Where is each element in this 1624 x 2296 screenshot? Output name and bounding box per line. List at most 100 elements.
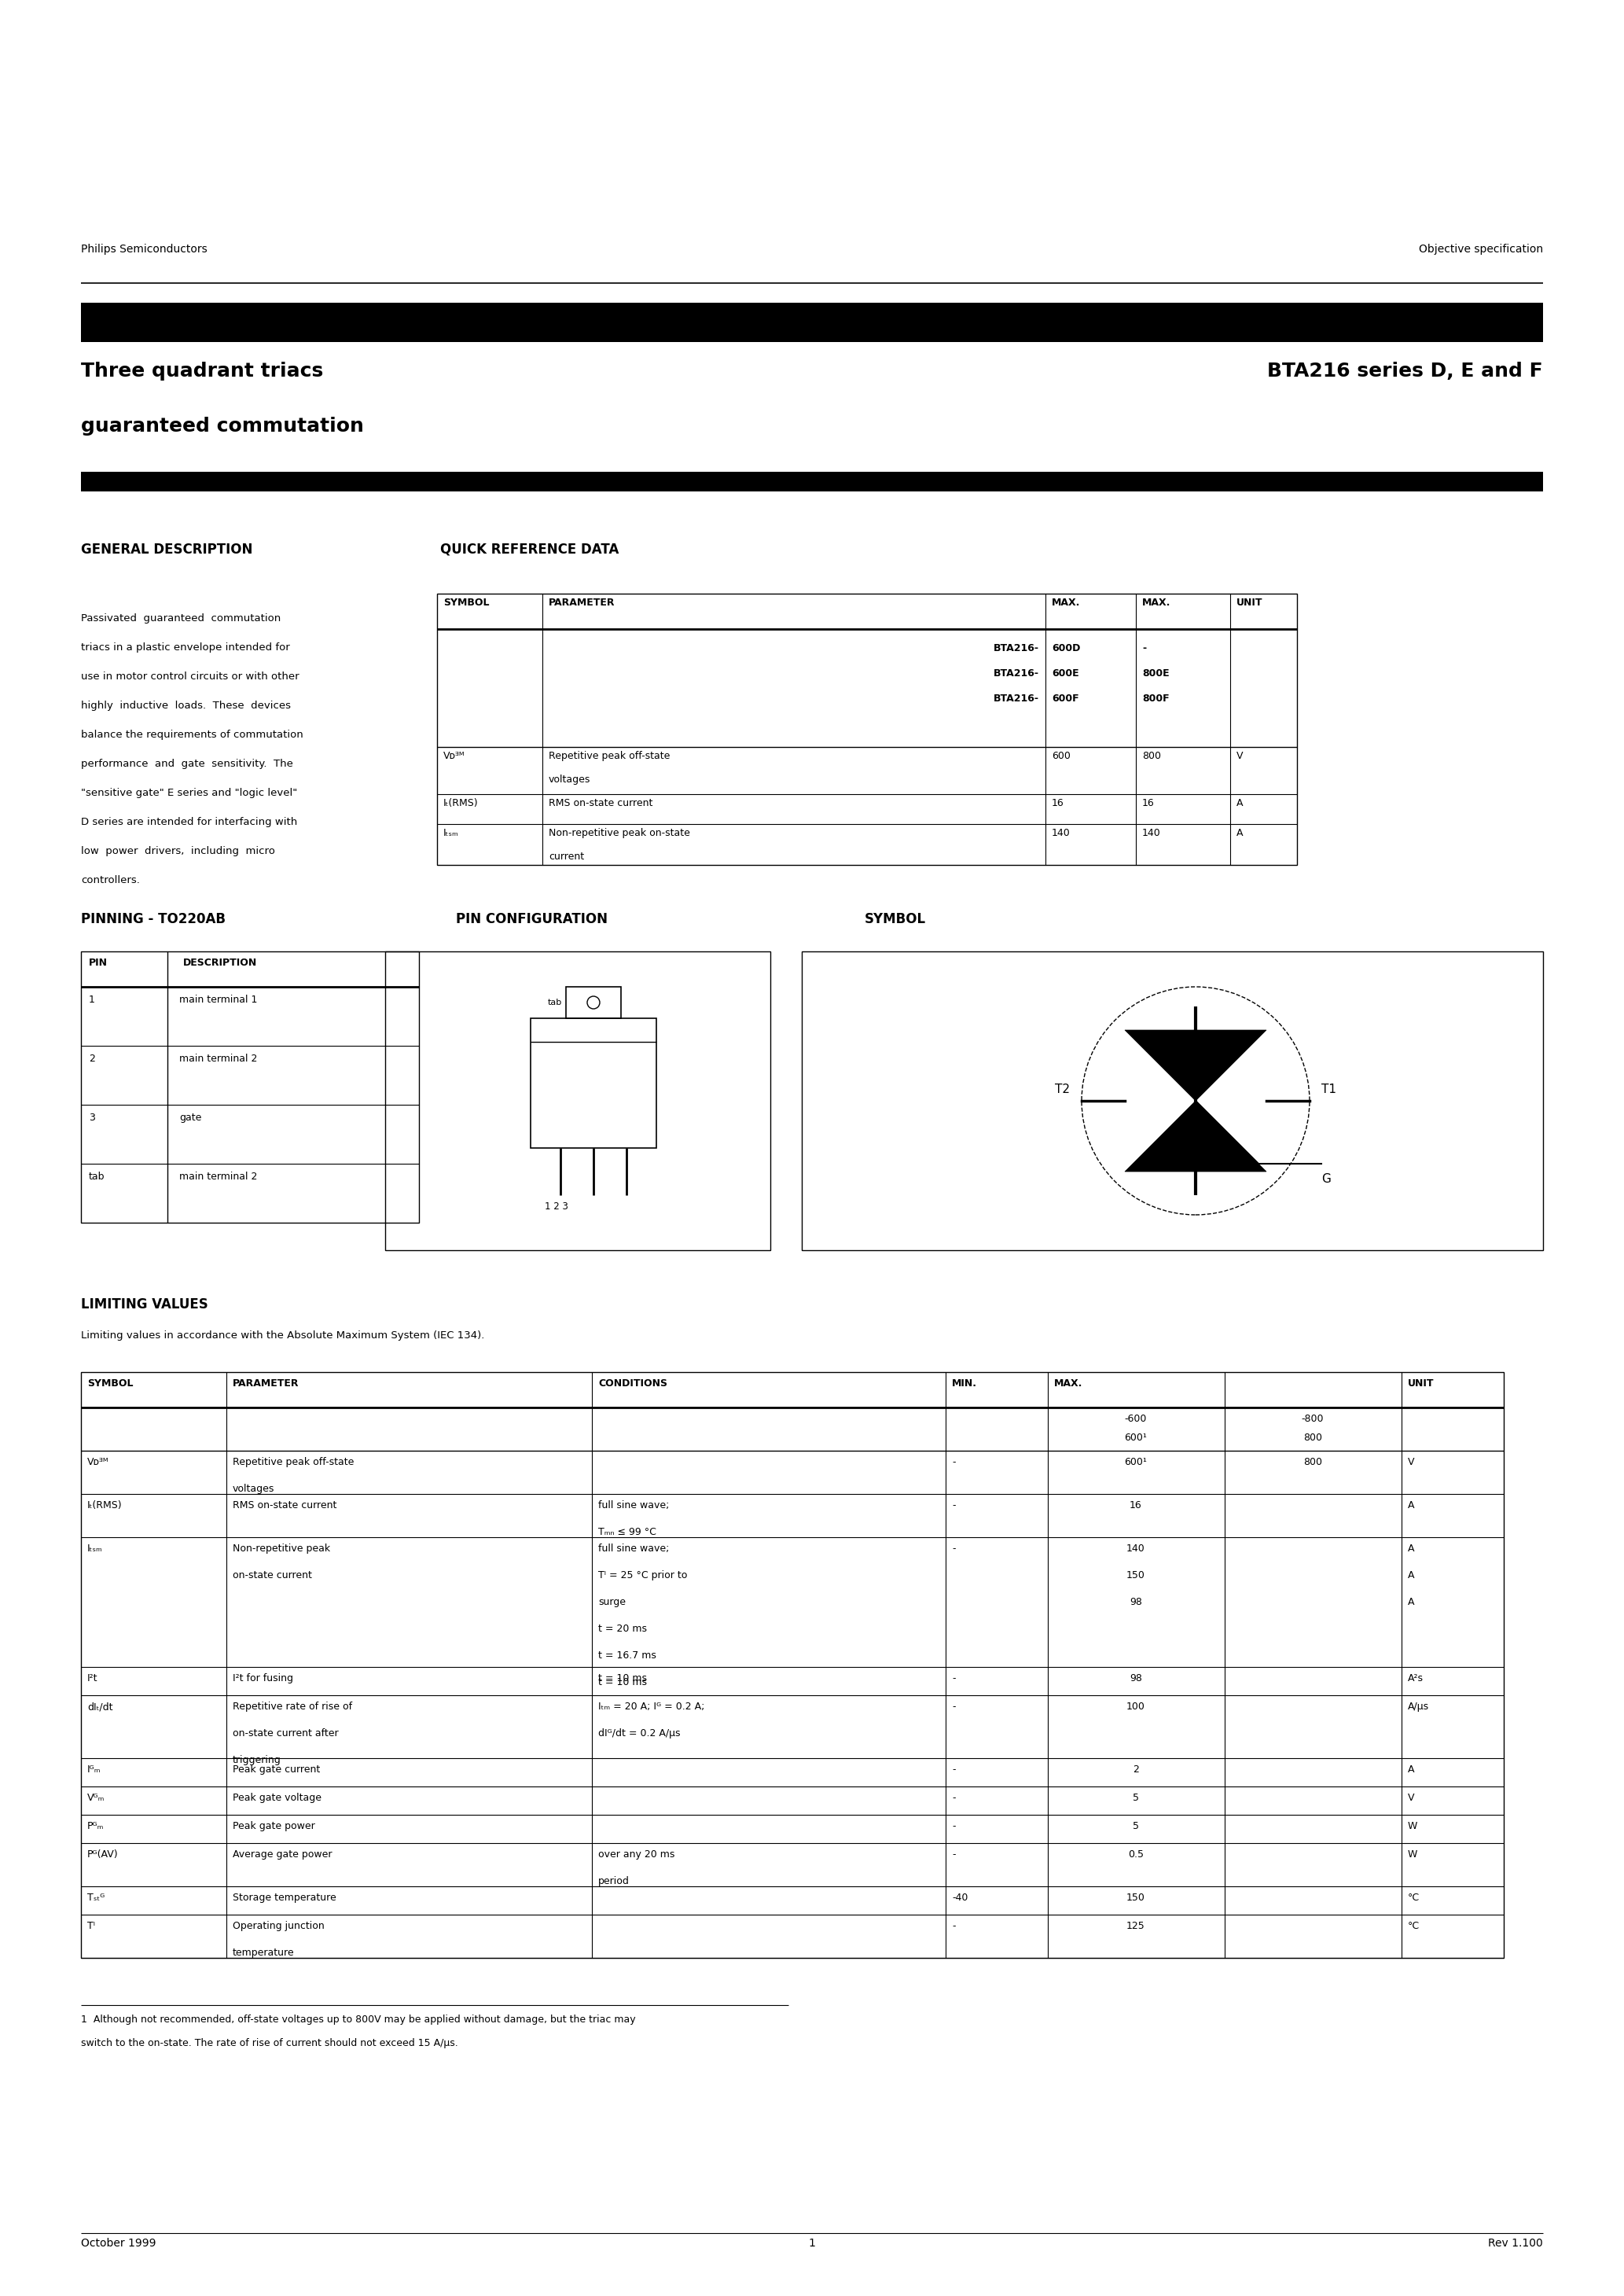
Text: Iₜ(RMS): Iₜ(RMS) (88, 1499, 122, 1511)
Text: 1 2 3: 1 2 3 (544, 1201, 568, 1212)
Text: -: - (952, 1793, 955, 1802)
Text: 5: 5 (1132, 1793, 1138, 1802)
Text: 600F: 600F (1052, 693, 1078, 705)
Text: guaranteed commutation: guaranteed commutation (81, 418, 364, 436)
Text: full sine wave;: full sine wave; (598, 1543, 669, 1554)
Text: MAX.: MAX. (1142, 597, 1171, 608)
Text: Average gate power: Average gate power (232, 1848, 333, 1860)
Text: "sensitive gate" E series and "logic level": "sensitive gate" E series and "logic lev… (81, 788, 297, 799)
Text: surge: surge (598, 1598, 625, 1607)
Text: UNIT: UNIT (1236, 597, 1263, 608)
Text: 1: 1 (89, 994, 96, 1006)
Text: PARAMETER: PARAMETER (232, 1378, 299, 1389)
Text: -: - (1142, 643, 1147, 654)
Text: Storage temperature: Storage temperature (232, 1892, 336, 1903)
Text: 2: 2 (89, 1054, 96, 1063)
Text: PIN: PIN (89, 957, 107, 969)
Text: V: V (1408, 1793, 1415, 1802)
Text: Iₜₘ = 20 A; Iᴳ = 0.2 A;: Iₜₘ = 20 A; Iᴳ = 0.2 A; (598, 1701, 705, 1713)
Text: RMS on-state current: RMS on-state current (549, 799, 653, 808)
Text: 800E: 800E (1142, 668, 1169, 680)
Text: A: A (1408, 1570, 1415, 1580)
Text: gate: gate (179, 1114, 201, 1123)
Text: 800: 800 (1304, 1433, 1322, 1442)
Text: 600¹: 600¹ (1124, 1433, 1147, 1442)
Text: Iₜₛₘ: Iₜₛₘ (88, 1543, 102, 1554)
Text: W: W (1408, 1848, 1418, 1860)
Text: Iₜₛₘ: Iₜₛₘ (443, 829, 460, 838)
Text: 140: 140 (1052, 829, 1070, 838)
Text: 800F: 800F (1142, 693, 1169, 705)
Text: t = 10 ms: t = 10 ms (598, 1676, 646, 1688)
Text: T2: T2 (1056, 1084, 1070, 1095)
Polygon shape (1125, 1100, 1267, 1171)
Text: controllers.: controllers. (81, 875, 140, 886)
Text: -: - (952, 1922, 955, 1931)
Text: A: A (1408, 1543, 1415, 1554)
Text: MAX.: MAX. (1052, 597, 1080, 608)
Text: Iᴳₘ: Iᴳₘ (88, 1763, 101, 1775)
Text: -: - (952, 1701, 955, 1713)
Text: highly  inductive  loads.  These  devices: highly inductive loads. These devices (81, 700, 291, 712)
Text: °C: °C (1408, 1922, 1419, 1931)
Bar (81, 471, 1543, 491)
Text: SYMBOL: SYMBOL (88, 1378, 133, 1389)
Text: PINNING - TO220AB: PINNING - TO220AB (81, 912, 226, 925)
Text: 125: 125 (1127, 1922, 1145, 1931)
Bar (81, 303, 1543, 342)
Polygon shape (1125, 1031, 1267, 1100)
Text: -: - (952, 1674, 955, 1683)
Text: MAX.: MAX. (1054, 1378, 1083, 1389)
Text: Tᴵ = 25 °C prior to: Tᴵ = 25 °C prior to (598, 1570, 687, 1580)
Text: A: A (1408, 1598, 1415, 1607)
Text: current: current (549, 852, 585, 861)
Text: I²t for fusing: I²t for fusing (232, 1674, 294, 1683)
Text: 800: 800 (1304, 1458, 1322, 1467)
Text: -: - (952, 1848, 955, 1860)
Text: switch to the on-state. The rate of rise of current should not exceed 15 A/μs.: switch to the on-state. The rate of rise… (81, 2039, 458, 2048)
Text: Objective specification: Objective specification (1419, 243, 1543, 255)
Text: D series are intended for interfacing with: D series are intended for interfacing wi… (81, 817, 297, 827)
Text: -: - (952, 1821, 955, 1832)
Text: over any 20 ms: over any 20 ms (598, 1848, 674, 1860)
Text: BTA216-: BTA216- (994, 643, 1039, 654)
Text: T1: T1 (1322, 1084, 1337, 1095)
Text: 600E: 600E (1052, 668, 1078, 680)
Text: Pᴳ(AV): Pᴳ(AV) (88, 1848, 119, 1860)
Text: BTA216 series D, E and F: BTA216 series D, E and F (1267, 363, 1543, 381)
Text: -: - (952, 1499, 955, 1511)
Text: 800: 800 (1142, 751, 1161, 762)
Text: MIN.: MIN. (952, 1378, 978, 1389)
Text: CONDITIONS: CONDITIONS (598, 1378, 667, 1389)
Text: UNIT: UNIT (1408, 1378, 1434, 1389)
Text: voltages: voltages (232, 1483, 274, 1495)
Text: use in motor control circuits or with other: use in motor control circuits or with ot… (81, 670, 299, 682)
Text: BTA216-: BTA216- (994, 668, 1039, 680)
Text: 600: 600 (1052, 751, 1070, 762)
Text: 2: 2 (1134, 1763, 1138, 1775)
Text: W: W (1408, 1821, 1418, 1832)
Text: °C: °C (1408, 1892, 1419, 1903)
Text: tab: tab (547, 999, 562, 1006)
Text: performance  and  gate  sensitivity.  The: performance and gate sensitivity. The (81, 758, 292, 769)
Text: main terminal 2: main terminal 2 (179, 1171, 257, 1182)
Text: 16: 16 (1052, 799, 1064, 808)
Text: period: period (598, 1876, 630, 1887)
Text: -: - (952, 1458, 955, 1467)
Text: V: V (1408, 1458, 1415, 1467)
Text: PIN CONFIGURATION: PIN CONFIGURATION (456, 912, 607, 925)
Text: BTA216-: BTA216- (994, 693, 1039, 705)
Bar (565, 987, 620, 1017)
Text: balance the requirements of commutation: balance the requirements of commutation (81, 730, 304, 739)
Text: -40: -40 (952, 1892, 968, 1903)
Text: -: - (952, 1763, 955, 1775)
Text: A/μs: A/μs (1408, 1701, 1429, 1713)
Text: G: G (1322, 1173, 1330, 1185)
Text: on-state current after: on-state current after (232, 1729, 338, 1738)
Text: t = 10 ms: t = 10 ms (598, 1674, 646, 1683)
Text: 98: 98 (1130, 1674, 1142, 1683)
Text: DESCRIPTION: DESCRIPTION (184, 957, 257, 969)
Bar (437, 595, 1298, 866)
Bar (81, 951, 419, 1224)
Text: 98: 98 (1130, 1598, 1142, 1607)
